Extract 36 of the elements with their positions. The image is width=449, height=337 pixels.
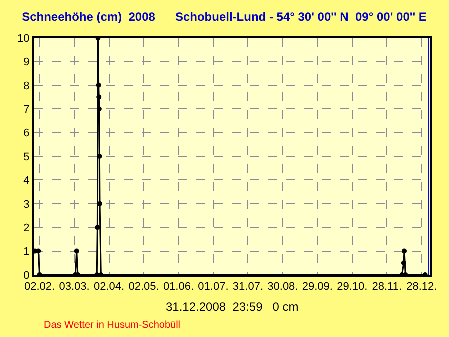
point — [402, 248, 408, 254]
text: 31.12.2008 23:59 0 cm — [166, 300, 299, 314]
y-tick-label: 2 — [24, 222, 30, 234]
point — [74, 248, 80, 254]
point — [401, 260, 406, 266]
point — [96, 94, 102, 100]
y-tick-label: 1 — [24, 246, 30, 258]
x-tick-label: 02.04. — [94, 281, 125, 294]
y-tick-label: 5 — [24, 151, 30, 164]
point — [97, 154, 102, 159]
y-tick-label: 6 — [24, 128, 30, 140]
x-tick-label: 01.06. — [163, 281, 194, 294]
x-tick-label: 02.05. — [128, 281, 160, 294]
line-series — [34, 38, 428, 275]
y-tick-label: 9 — [24, 56, 30, 69]
y-tick-label: 3 — [24, 198, 30, 211]
chart-title: Schneehöhe (cm) 2008 Schobuell-Lund - 54° 30' 00'' N 09° 00' 00'' E — [22, 10, 427, 24]
x-tick-label: 29.10. — [337, 281, 368, 294]
point — [96, 82, 102, 88]
x-tick-label: 28.11. — [372, 281, 402, 294]
point — [36, 248, 42, 254]
x-tick-label: 31.07. — [232, 281, 264, 294]
x-tick-label: 01.07. — [198, 281, 229, 294]
x-tick-label: 02.02. — [24, 281, 56, 294]
x-tick-label: 03.03. — [59, 281, 90, 294]
point — [95, 225, 100, 230]
y-tick-label: 4 — [24, 175, 30, 188]
x-tick-label: 28.12. — [406, 281, 438, 294]
text: Das Wetter in Husum-Schobüll — [44, 320, 181, 331]
x-tick-label: 30.08. — [268, 281, 298, 294]
y-tick-label: 7 — [24, 104, 30, 116]
point — [96, 106, 102, 112]
y-tick-label: 0 — [24, 270, 30, 282]
x-tick-label: 29.09. — [302, 281, 333, 294]
y-tick-label: 8 — [24, 80, 30, 92]
y-tick-label: 10 — [18, 32, 30, 45]
